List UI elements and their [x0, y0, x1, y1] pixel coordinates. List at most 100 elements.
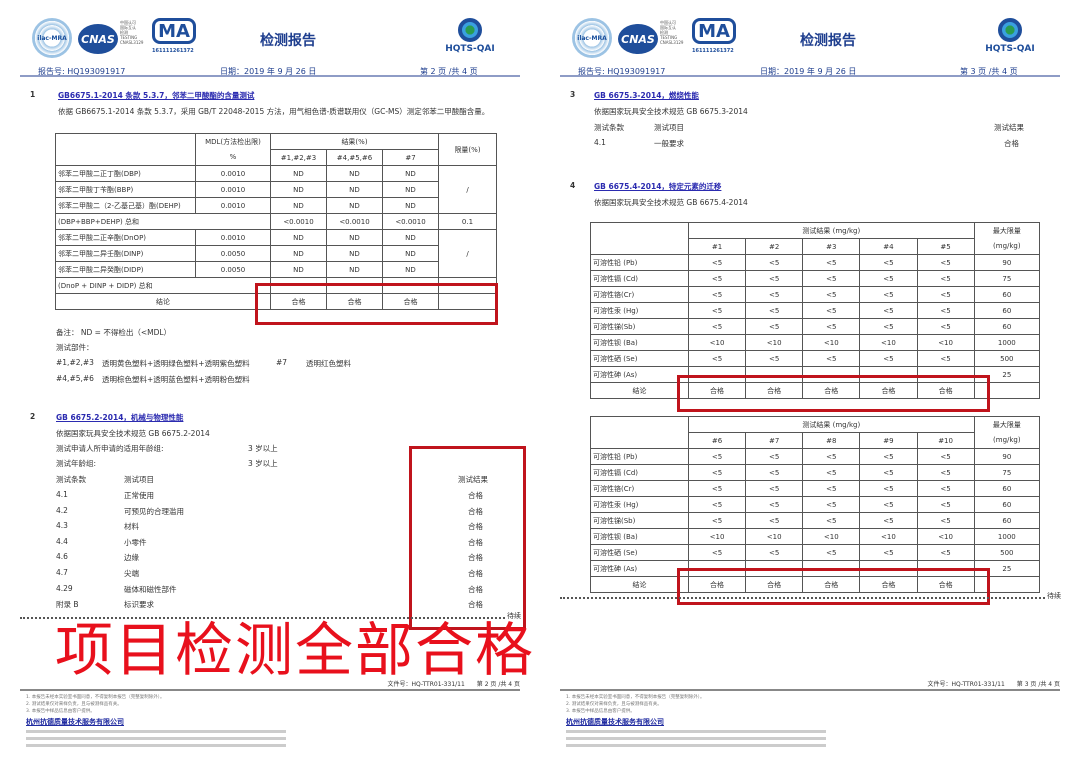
- cnas-caption: 中国认可 国际互认 检测 TESTING CNASL3129: [660, 20, 683, 60]
- clause: 4.4: [56, 536, 68, 546]
- section-number: 3: [570, 90, 576, 99]
- footer-note: 3. 本报告中样品信息由客户提供。: [26, 709, 95, 714]
- limit-unit: (mg/kg): [973, 238, 1041, 255]
- sample-column-header: #7: [745, 432, 804, 449]
- test-result: 合格: [468, 537, 483, 547]
- result-value: ND: [382, 181, 439, 198]
- result-value: <5: [745, 350, 804, 367]
- result-value: <5: [859, 496, 918, 513]
- standard-basis: 依据国家玩具安全技术规范 GB 6675.4-2014: [594, 198, 748, 207]
- limit-unit: (mg/kg): [973, 432, 1041, 449]
- mdl-value: 0.0050: [195, 245, 271, 262]
- standard-basis: 依据国家玩具安全技术规范 GB 6675.2-2014: [56, 429, 210, 438]
- limit-header: 最大限量: [973, 222, 1041, 239]
- result-value: <5: [916, 480, 975, 497]
- footer-note: 1. 本报告未经本实验室书面同意，不得复制本报告（完整复制除外）。: [566, 695, 705, 700]
- result-value: <5: [916, 448, 975, 465]
- result-value: <5: [745, 318, 804, 335]
- report-title: 检测报告: [800, 33, 856, 49]
- conclusion-row: 结论 合格 合格 合格 合格 合格: [590, 382, 1041, 399]
- part-desc: 透明黄色塑料+透明绿色塑料+透明紫色塑料: [102, 359, 250, 368]
- parts-label: 测试部件：: [56, 343, 94, 352]
- note: 备注： ND = 不得检出（<MDL）: [56, 328, 172, 337]
- mdl-value: 0.0010: [195, 165, 271, 182]
- part-id: #4,#5,#6: [56, 374, 94, 383]
- element-name: 可溶性硒 (Se): [590, 350, 689, 367]
- ilac-mra-logo: ilac-MRA: [32, 18, 72, 58]
- result-value: <5: [687, 544, 747, 561]
- result-value: <5: [687, 350, 747, 367]
- result-value: <5: [745, 286, 804, 303]
- heavy-metal-table: 测试结果 (mg/kg) 最大限量 #6 #7 #8 #9 #10 (mg/kg) 可溶性铅 (…: [590, 416, 1041, 593]
- result-value: <10: [745, 528, 804, 545]
- cma-number: 161111261372: [152, 48, 194, 54]
- substance-name: 邻苯二甲酸二异壬酯(DINP): [55, 245, 196, 262]
- result-value: <5: [859, 480, 918, 497]
- age-applied: 3 岁以上: [248, 444, 278, 453]
- result-value: ND: [382, 261, 439, 278]
- mdl-value: 0.0010: [195, 229, 271, 246]
- limit-value: 60: [973, 512, 1041, 529]
- result-value: <5: [687, 286, 747, 303]
- result-value: <5: [859, 254, 918, 271]
- element-name: 可溶性铬(Cr): [590, 480, 689, 497]
- table-row: 可溶性铅 (Pb) <5 <5 <5 <5 <5 90: [590, 448, 1041, 465]
- sample-column-header: #6: [687, 432, 747, 449]
- item-header: 测试项目: [654, 123, 684, 132]
- test-item: 小零件: [124, 537, 147, 547]
- clause: 4.3: [56, 521, 68, 531]
- table-row: 邻苯二甲酸二异癸酯(DIDP) 0.0050 ND ND ND: [55, 261, 497, 278]
- test-result: 合格: [468, 569, 483, 578]
- result-value: ND: [326, 245, 383, 262]
- table-row: 可溶性铅 (Pb) <5 <5 <5 <5 <5 90: [590, 254, 1041, 271]
- cnas-caption: 中国认可 国际互认 检测 TESTING CNASL3129: [120, 20, 143, 60]
- footer-bar: 文件号：HQ-TTR01-331/11 第 3 页 /共 4 页: [560, 680, 1060, 691]
- conclusion-label: 结论: [590, 382, 689, 399]
- footer-note: 3. 本报告中样品信息由客户提供。: [566, 709, 635, 714]
- cnas-logo: CNAS: [78, 24, 118, 54]
- section-title: GB 6675.2-2014，机械与物理性能: [56, 413, 184, 422]
- blank-header: [590, 222, 689, 255]
- table-header-row: MDL(方法检出限) 结果(%) 限量(%): [55, 133, 497, 166]
- result-value: <5: [802, 496, 861, 513]
- result-value: <10: [745, 334, 804, 351]
- test-item: 材料: [124, 522, 139, 532]
- continued-label: 待续: [1047, 592, 1061, 600]
- continuation-line: [20, 617, 505, 619]
- clause: 4.29: [56, 583, 73, 593]
- phthalate-table: MDL(方法检出限) 结果(%) 限量(%)% #1,#2,#3 #4,#5,#6 #7 邻…: [55, 133, 497, 310]
- result-value: <5: [916, 302, 975, 319]
- result-header: 测试结果 (mg/kg): [687, 222, 975, 239]
- result-value: <5: [687, 464, 747, 481]
- report-number: 报告号: HQ193091917: [578, 67, 666, 76]
- footer-contact: [566, 744, 826, 747]
- result-header: 测试结果: [458, 475, 488, 484]
- part-id: #1,#2,#3: [56, 358, 94, 367]
- result-value: <5: [745, 512, 804, 529]
- result-value: <10: [859, 334, 918, 351]
- result-value: <5: [687, 254, 747, 271]
- result-header: 测试结果 (mg/kg): [687, 416, 975, 433]
- cnas-caption-line: TESTING: [660, 35, 678, 40]
- result-value: <5: [745, 496, 804, 513]
- cnas-caption-line: 国际互认: [660, 25, 676, 30]
- result-value: ND: [326, 197, 383, 214]
- company-name: 杭州抗德质量技术服务有限公司: [566, 718, 664, 726]
- section-number: 2: [30, 412, 36, 421]
- element-name: 可溶性砷 (As): [590, 560, 689, 577]
- result-header: 测试结果: [994, 123, 1024, 132]
- result-value: <5: [802, 512, 861, 529]
- result-value: ND: [270, 197, 327, 214]
- table-header-row: 测试结果 (mg/kg) 最大限量: [590, 222, 1041, 255]
- sample-column-header: #3: [802, 238, 861, 255]
- section-title: GB 6675.3-2014，燃烧性能: [594, 91, 699, 100]
- mdl-value: 0.0050: [195, 261, 271, 278]
- result-value: <5: [802, 480, 861, 497]
- result-value: <5: [916, 544, 975, 561]
- table-header-row: % #1,#2,#3 #4,#5,#6 #7: [56, 149, 497, 166]
- test-result: 合格: [468, 553, 483, 563]
- limit-value: 60: [973, 496, 1041, 513]
- result-value: <5: [745, 448, 804, 465]
- limit-value: 60: [973, 286, 1041, 303]
- limit-value: 60: [973, 302, 1041, 319]
